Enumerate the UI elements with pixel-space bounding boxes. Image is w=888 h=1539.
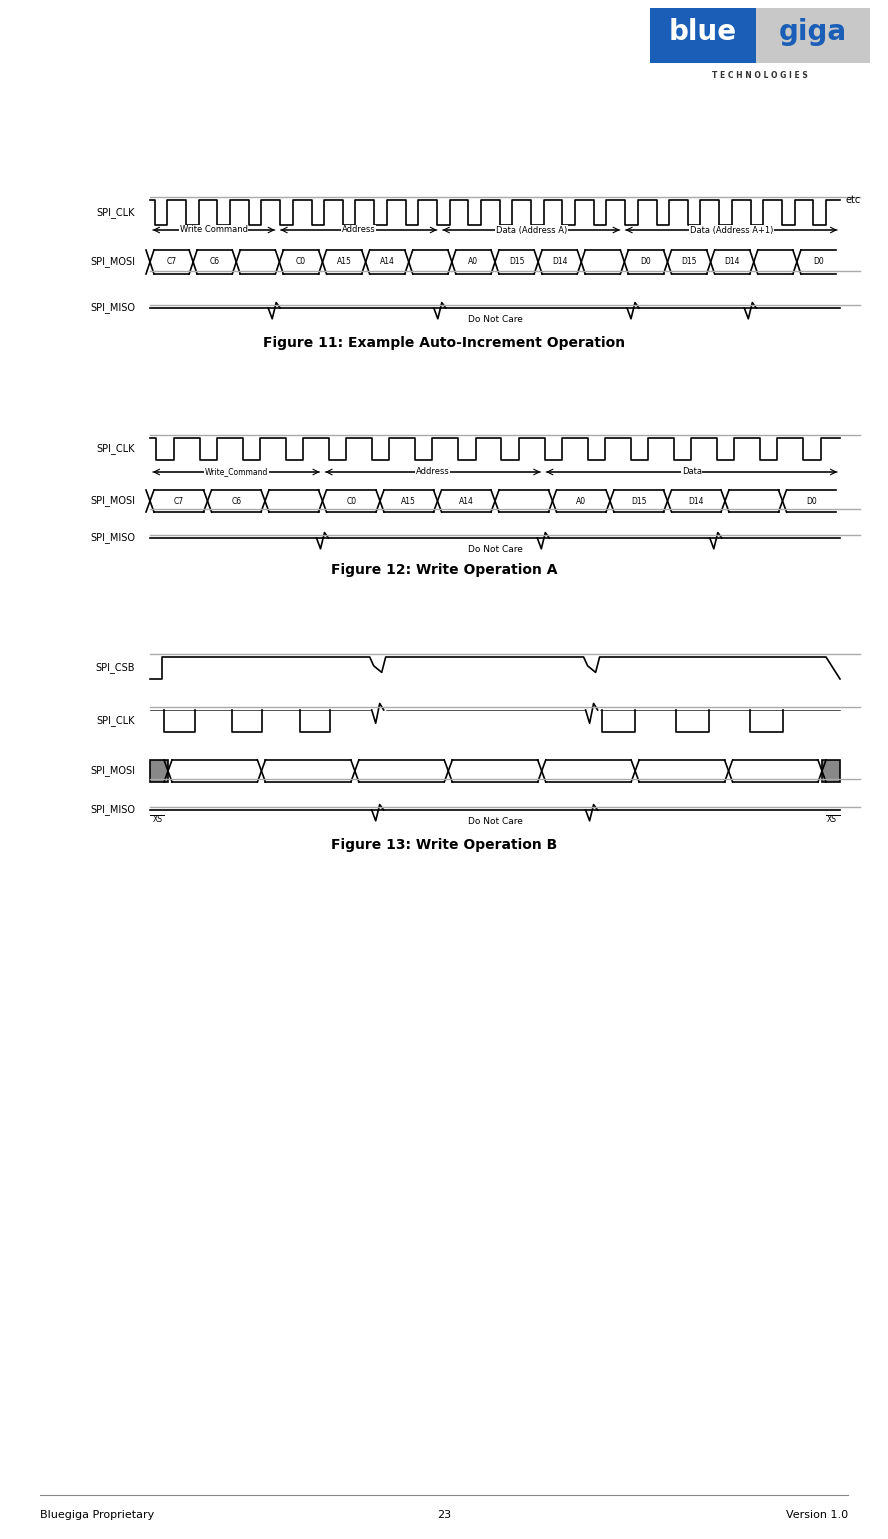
Text: A0: A0 xyxy=(576,497,586,505)
Text: C6: C6 xyxy=(210,257,219,266)
Text: A14: A14 xyxy=(380,257,394,266)
Text: D15: D15 xyxy=(509,257,524,266)
Text: SPI_MISO: SPI_MISO xyxy=(90,532,135,543)
Text: 23: 23 xyxy=(437,1510,451,1521)
Text: SPI_MISO: SPI_MISO xyxy=(90,303,135,314)
Text: blue: blue xyxy=(669,17,737,46)
Text: SPI_MOSI: SPI_MOSI xyxy=(90,257,135,268)
Text: SPI_CSB: SPI_CSB xyxy=(96,663,135,674)
Text: SPI_CLK: SPI_CLK xyxy=(97,208,135,219)
Text: Figure 12: Write Operation A: Figure 12: Write Operation A xyxy=(330,563,558,577)
Text: XS: XS xyxy=(153,814,163,823)
Text: etc: etc xyxy=(845,195,860,205)
Text: D0: D0 xyxy=(806,497,817,505)
Text: SPI_MISO: SPI_MISO xyxy=(90,805,135,816)
Text: Bluegiga Proprietary: Bluegiga Proprietary xyxy=(40,1510,155,1521)
Text: Do Not Care: Do Not Care xyxy=(468,817,522,825)
Text: Data (Address A+1): Data (Address A+1) xyxy=(690,226,773,234)
Text: D14: D14 xyxy=(552,257,567,266)
Text: A15: A15 xyxy=(337,257,352,266)
Text: Write_Command: Write_Command xyxy=(204,468,268,477)
Text: D15: D15 xyxy=(681,257,697,266)
Text: Figure 11: Example Auto-Increment Operation: Figure 11: Example Auto-Increment Operat… xyxy=(263,336,625,349)
Text: giga: giga xyxy=(779,17,847,46)
Text: C7: C7 xyxy=(174,497,184,505)
Text: Version 1.0: Version 1.0 xyxy=(786,1510,848,1521)
Text: A14: A14 xyxy=(459,497,473,505)
Text: Write Command: Write Command xyxy=(180,226,248,234)
Text: C6: C6 xyxy=(231,497,242,505)
Bar xyxy=(650,8,756,63)
Text: SPI_CLK: SPI_CLK xyxy=(97,443,135,454)
Text: A15: A15 xyxy=(401,497,416,505)
Text: Data: Data xyxy=(682,468,702,477)
Text: Address: Address xyxy=(416,468,450,477)
Text: C0: C0 xyxy=(296,257,306,266)
Text: SPI_MOSI: SPI_MOSI xyxy=(90,765,135,777)
Text: C0: C0 xyxy=(346,497,356,505)
Text: XS: XS xyxy=(827,814,837,823)
Text: D14: D14 xyxy=(725,257,740,266)
Text: D0: D0 xyxy=(640,257,651,266)
Bar xyxy=(150,760,168,782)
Text: SPI_CLK: SPI_CLK xyxy=(97,716,135,726)
Text: T E C H N O L O G I E S: T E C H N O L O G I E S xyxy=(712,71,808,80)
Text: Do Not Care: Do Not Care xyxy=(468,314,522,323)
Text: C7: C7 xyxy=(167,257,177,266)
Text: Address: Address xyxy=(342,226,376,234)
Text: Figure 13: Write Operation B: Figure 13: Write Operation B xyxy=(331,839,557,853)
Text: D15: D15 xyxy=(631,497,646,505)
Text: Do Not Care: Do Not Care xyxy=(468,545,522,554)
Text: D14: D14 xyxy=(688,497,704,505)
Bar xyxy=(822,760,840,782)
Text: Data (Address A): Data (Address A) xyxy=(496,226,567,234)
Text: D0: D0 xyxy=(813,257,824,266)
Text: A0: A0 xyxy=(468,257,479,266)
Bar xyxy=(756,8,870,63)
Text: SPI_MOSI: SPI_MOSI xyxy=(90,496,135,506)
